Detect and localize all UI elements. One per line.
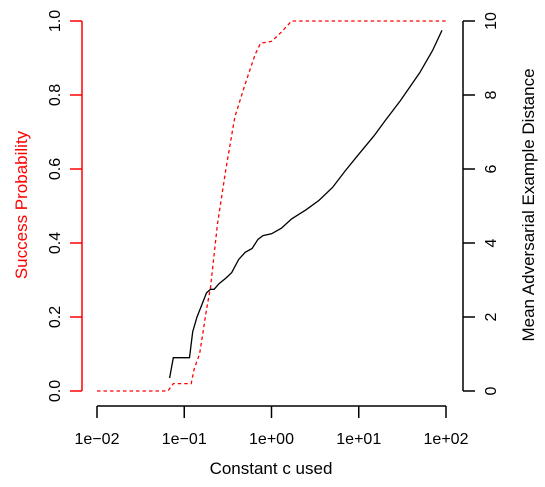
success-probability-line — [97, 20, 446, 392]
x-axis-tick-label: 1e−02 — [75, 431, 120, 448]
right-axis-label: Mean Adversarial Example Distance — [519, 68, 538, 341]
x-axis-tick-label: 1e+01 — [336, 431, 381, 448]
right-axis-tick-label: 10 — [483, 12, 500, 30]
right-axis-tick-label: 8 — [483, 90, 500, 99]
x-axis: 1e−02 1e−01 1e+00 1e+01 1e+02 — [75, 405, 469, 448]
right-axis: 0 2 4 6 8 10 — [462, 12, 500, 395]
right-axis-tick-label: 6 — [483, 164, 500, 173]
x-axis-tick-label: 1e−01 — [162, 431, 207, 448]
x-axis-label: Constant c used — [210, 459, 333, 478]
right-axis-tick-label: 0 — [483, 386, 500, 395]
left-axis: 0.0 0.2 0.4 0.6 0.8 1.0 — [47, 10, 83, 402]
x-axis-tick-label: 1e+00 — [249, 431, 294, 448]
right-axis-tick-label: 2 — [483, 312, 500, 321]
left-axis-tick-label: 0.2 — [47, 306, 64, 328]
left-axis-tick-label: 0.4 — [47, 232, 64, 254]
plot-series — [97, 20, 446, 392]
mean-distance-line — [168, 30, 443, 379]
left-axis-label: Success Probability — [12, 130, 31, 279]
left-axis-tick-label: 0.6 — [47, 158, 64, 180]
left-axis-tick-label: 1.0 — [47, 10, 64, 32]
right-axis-tick-label: 4 — [483, 238, 500, 247]
x-axis-tick-label: 1e+02 — [424, 431, 469, 448]
left-axis-tick-label: 0.0 — [47, 380, 64, 402]
left-axis-tick-label: 0.8 — [47, 84, 64, 106]
